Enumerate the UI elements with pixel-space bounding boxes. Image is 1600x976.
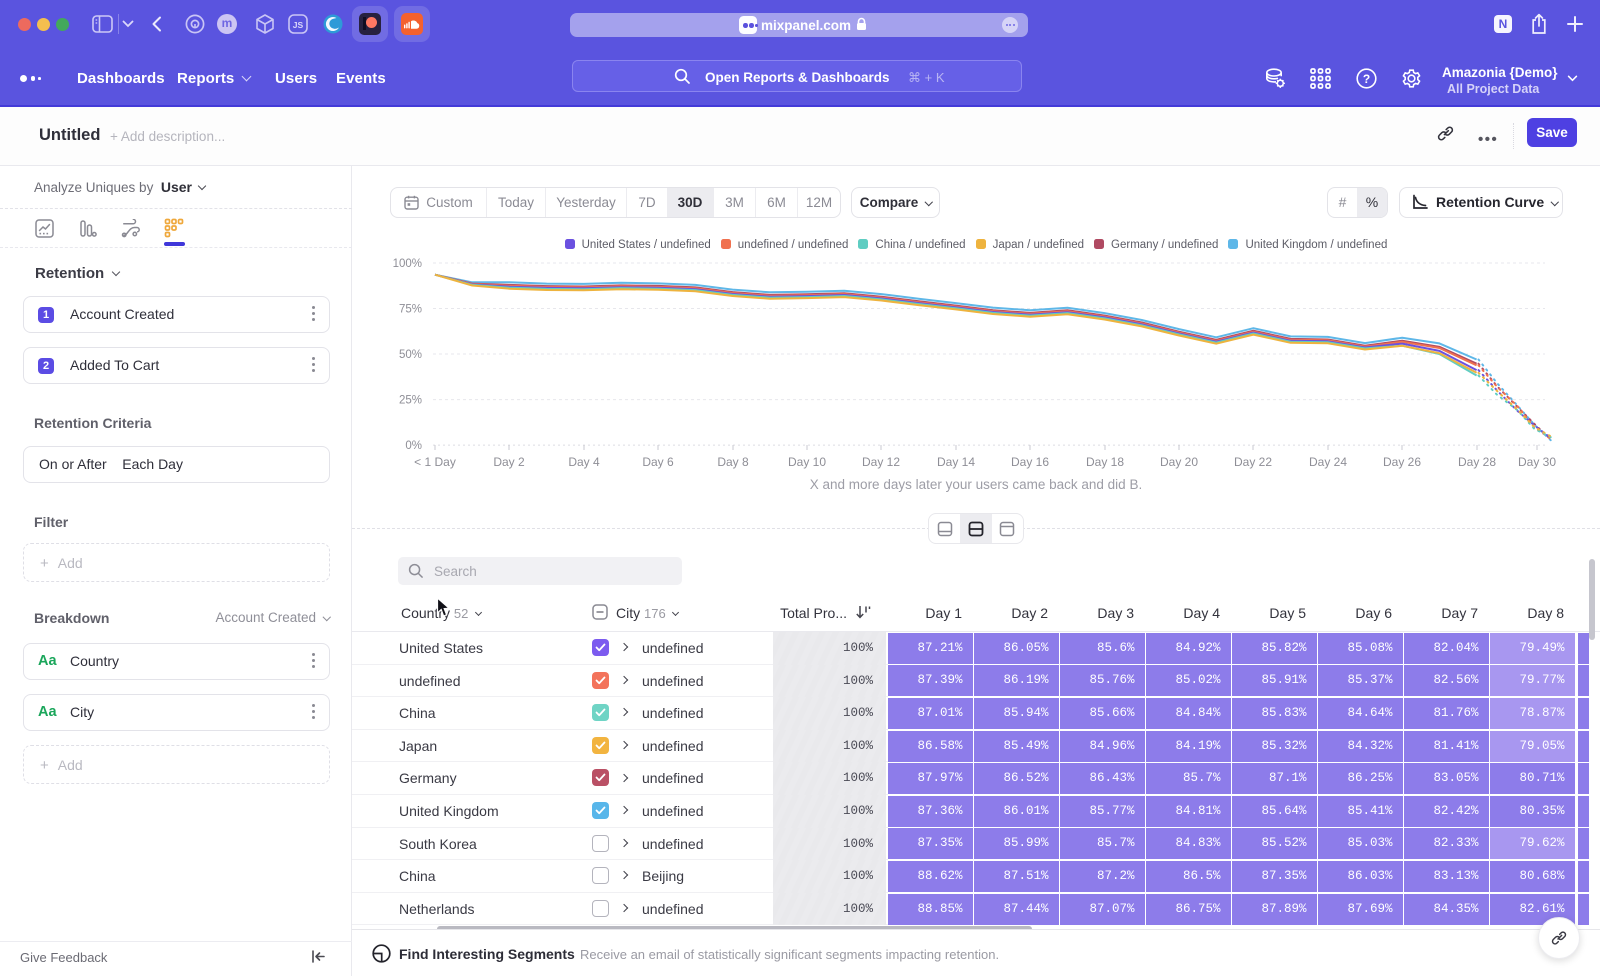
svg-text:JS: JS [293, 20, 304, 30]
svg-text:75%: 75% [399, 304, 422, 316]
svg-text:Day 26: Day 26 [1383, 455, 1421, 469]
svg-text:100%: 100% [393, 258, 422, 270]
svg-text:Day 22: Day 22 [1234, 455, 1272, 469]
svg-text:50%: 50% [399, 349, 422, 361]
svg-text:Day 18: Day 18 [1086, 455, 1124, 469]
svg-text:Day 12: Day 12 [862, 455, 900, 469]
svg-text:Day 8: Day 8 [717, 455, 749, 469]
svg-text:Day 6: Day 6 [642, 455, 674, 469]
svg-text:0%: 0% [405, 440, 422, 452]
svg-text:25%: 25% [399, 395, 422, 407]
svg-text:Day 16: Day 16 [1011, 455, 1049, 469]
svg-text:Day 30: Day 30 [1518, 455, 1556, 469]
svg-text:Day 2: Day 2 [493, 455, 525, 469]
svg-text:< 1 Day: < 1 Day [414, 455, 456, 469]
svg-text:Day 24: Day 24 [1309, 455, 1347, 469]
svg-text:Day 20: Day 20 [1160, 455, 1198, 469]
svg-text:Day 4: Day 4 [568, 455, 600, 469]
svg-text:Day 28: Day 28 [1458, 455, 1496, 469]
svg-text:Day 14: Day 14 [937, 455, 975, 469]
svg-text:Day 10: Day 10 [788, 455, 826, 469]
svg-text:?: ? [1363, 72, 1370, 86]
